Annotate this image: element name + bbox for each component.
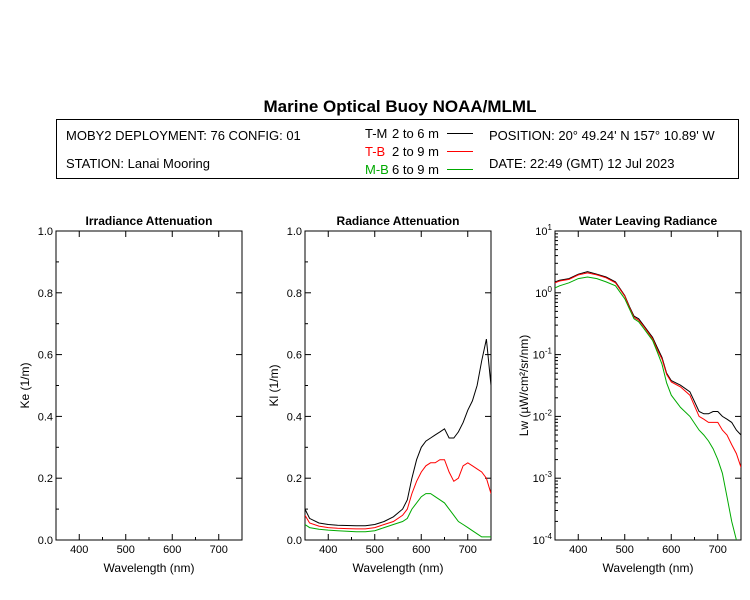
y-tick-label-0-3: 0.6 — [38, 350, 53, 362]
series-line-1-m-b — [305, 493, 491, 538]
x-tick-label-1-3: 700 — [459, 544, 477, 556]
y-axis-label-0: Ke (1/m) — [18, 362, 32, 408]
y-tick-label-1-2: 0.4 — [287, 411, 302, 423]
series-line-2-t-m — [555, 271, 741, 436]
x-tick-label-1-1: 500 — [366, 544, 384, 556]
chart-title-0: Irradiance Attenuation — [86, 214, 213, 228]
x-axis-label-0: Wavelength (nm) — [104, 561, 195, 575]
series-line-2-t-b — [555, 272, 741, 468]
y-tick-label-2-5: 10-4 — [533, 532, 553, 547]
y-tick-label-1-0: 0.0 — [287, 535, 302, 547]
series-group-2 — [555, 271, 741, 540]
series-line-1-t-b — [305, 459, 491, 530]
y-tick-label-0-2: 0.4 — [38, 411, 53, 423]
y-tick-label-2-2: 10-1 — [533, 347, 553, 362]
y-tick-label-2-3: 10-2 — [533, 408, 553, 423]
x-tick-label-1-0: 400 — [319, 544, 337, 556]
legend-swatch-tm — [447, 133, 473, 134]
y-tick-label-0-4: 0.8 — [38, 288, 53, 300]
legend-code-mb: M-B — [365, 162, 389, 177]
y-tick-label-1-4: 0.8 — [287, 288, 302, 300]
legend-code-tm: T-M — [365, 126, 388, 141]
chart-title-1: Radiance Attenuation — [337, 214, 460, 228]
page-title: Marine Optical Buoy NOAA/MLML — [263, 97, 537, 116]
plot-frame-0 — [55, 230, 243, 541]
date-text: DATE: 22:49 (GMT) 12 Jul 2023 — [489, 156, 675, 171]
y-axis-label-1: Kl (1/m) — [267, 364, 281, 406]
series-group-1 — [305, 338, 491, 538]
series-line-2-m-b — [555, 276, 737, 540]
y-tick-label-1-5: 1.0 — [287, 226, 302, 238]
legend-swatch-mb — [447, 169, 473, 170]
plot-frame-1 — [304, 230, 492, 541]
y-tick-label-1-3: 0.6 — [287, 350, 302, 362]
x-tick-label-0-1: 500 — [117, 544, 135, 556]
legend-swatch-tb — [447, 151, 473, 152]
x-tick-label-1-2: 600 — [412, 544, 430, 556]
y-tick-label-1-1: 0.2 — [287, 473, 302, 485]
info-box: MOBY2 DEPLOYMENT: 76 CONFIG: 01 STATION:… — [56, 119, 739, 179]
x-tick-label-0-3: 700 — [210, 544, 228, 556]
x-tick-label-2-1: 500 — [616, 544, 634, 556]
legend-code-tb: T-B — [365, 144, 386, 159]
x-tick-label-0-2: 600 — [163, 544, 181, 556]
series-line-1-t-m — [305, 338, 491, 527]
y-tick-label-0-0: 0.0 — [38, 535, 53, 547]
position-text: POSITION: 20° 49.24' N 157° 10.89' W — [489, 128, 715, 143]
y-axis-label-2: Lw (µW/cm²/sr/nm) — [517, 335, 531, 437]
legend-range-mb: 6 to 9 m — [392, 162, 439, 177]
x-tick-label-2-0: 400 — [569, 544, 587, 556]
station-text: STATION: Lanai Mooring — [66, 156, 211, 171]
y-tick-label-2-4: 10-3 — [533, 470, 553, 485]
x-axis-label-1: Wavelength (nm) — [353, 561, 444, 575]
legend-range-tm: 2 to 6 m — [392, 126, 439, 141]
y-tick-label-2-1: 100 — [535, 285, 552, 300]
y-tick-label-2-0: 101 — [535, 223, 552, 238]
deployment-text: MOBY2 DEPLOYMENT: 76 CONFIG: 01 — [66, 128, 301, 143]
x-tick-label-2-2: 600 — [662, 544, 680, 556]
x-tick-label-0-0: 400 — [70, 544, 88, 556]
x-axis-label-2: Wavelength (nm) — [603, 561, 694, 575]
chart-title-2: Water Leaving Radiance — [579, 214, 718, 228]
y-tick-label-0-1: 0.2 — [38, 473, 53, 485]
x-tick-label-2-3: 700 — [709, 544, 727, 556]
legend-range-tb: 2 to 9 m — [392, 144, 439, 159]
y-tick-label-0-5: 1.0 — [38, 226, 53, 238]
